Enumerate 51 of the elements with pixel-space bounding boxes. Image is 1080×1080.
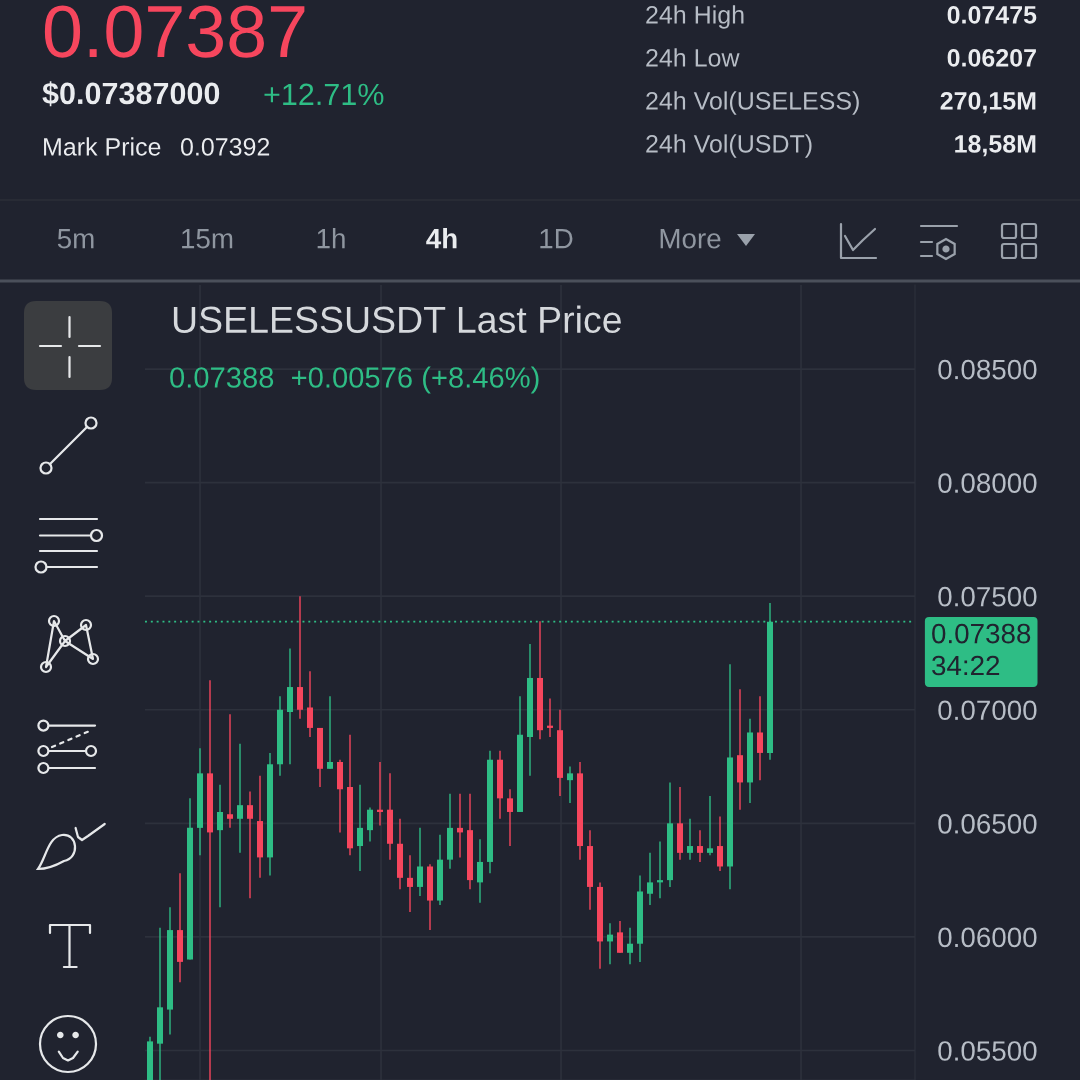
text: 24h Vol(USELESS) xyxy=(646,91,859,115)
candlestick xyxy=(697,829,703,863)
candlestick xyxy=(507,788,513,847)
y-tick-label: 0.07500 xyxy=(938,586,1037,607)
candlestick xyxy=(247,790,253,899)
y-tick-label: 0.07000 xyxy=(938,700,1037,721)
candlestick xyxy=(687,818,693,861)
candlestick xyxy=(407,854,413,913)
candlestick xyxy=(307,670,313,738)
text: More xyxy=(660,229,721,249)
text: 24h Vol(USDT) xyxy=(646,134,812,158)
text: 0.07388 +0.00576 (+8.46%) xyxy=(170,366,539,394)
text: 0.07387 xyxy=(44,5,305,58)
text: 5m xyxy=(57,229,94,249)
candlestick xyxy=(477,838,483,904)
y-tick-label: 0.06500 xyxy=(938,814,1037,834)
text: $0.07387000 xyxy=(42,81,220,107)
y-tick-label: 0.05500 xyxy=(938,1041,1037,1061)
text: 18,58M xyxy=(955,135,1036,157)
text: 0.06207 xyxy=(947,49,1036,67)
text: Mark Price xyxy=(44,137,161,156)
candlestick xyxy=(707,795,713,856)
text: 15m xyxy=(182,229,233,249)
candlestick xyxy=(627,927,633,965)
candlestick xyxy=(567,765,573,804)
candlestick xyxy=(237,743,243,854)
text: 0.07392 xyxy=(180,138,270,156)
candlestick xyxy=(417,827,423,897)
candlestick xyxy=(357,784,363,872)
text: +12.71% xyxy=(264,83,384,106)
y-tick-label: 0.08500 xyxy=(938,359,1037,380)
text: 4h xyxy=(426,228,457,249)
y-tick-label: 0.08000 xyxy=(938,473,1037,493)
candlestick xyxy=(297,595,303,720)
text: 24h High xyxy=(646,5,744,29)
ref-line-label: 0.07388 34:22 xyxy=(932,623,1031,676)
candlestick xyxy=(227,713,233,829)
text: 24h Low xyxy=(646,48,740,67)
text: 1D xyxy=(540,229,573,249)
y-tick-label: 0.06000 xyxy=(938,927,1037,948)
candlestick xyxy=(717,815,723,872)
chart-title: USELESSUSDT Last Price xyxy=(173,305,621,334)
candlestick xyxy=(217,784,223,909)
candlestick xyxy=(647,852,653,906)
text: 270,15M xyxy=(940,92,1036,114)
candlestick xyxy=(617,920,623,954)
text: 1h xyxy=(317,228,345,249)
text: 0.07475 xyxy=(947,6,1037,24)
candlestick xyxy=(367,806,373,843)
candlestick xyxy=(757,695,763,781)
candlestick xyxy=(327,695,333,770)
